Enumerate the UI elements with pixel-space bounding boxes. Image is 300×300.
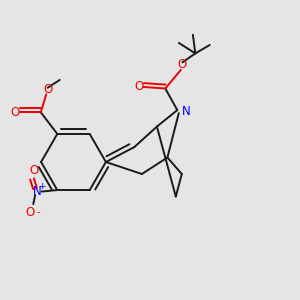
- Text: +: +: [38, 182, 46, 191]
- Text: N: N: [32, 185, 41, 198]
- Text: -: -: [36, 207, 40, 217]
- Text: N: N: [182, 105, 190, 118]
- Text: O: O: [43, 83, 52, 96]
- Text: O: O: [178, 58, 187, 71]
- Text: O: O: [134, 80, 143, 94]
- Text: O: O: [26, 206, 34, 219]
- Text: O: O: [11, 106, 20, 119]
- Text: O: O: [29, 164, 38, 177]
